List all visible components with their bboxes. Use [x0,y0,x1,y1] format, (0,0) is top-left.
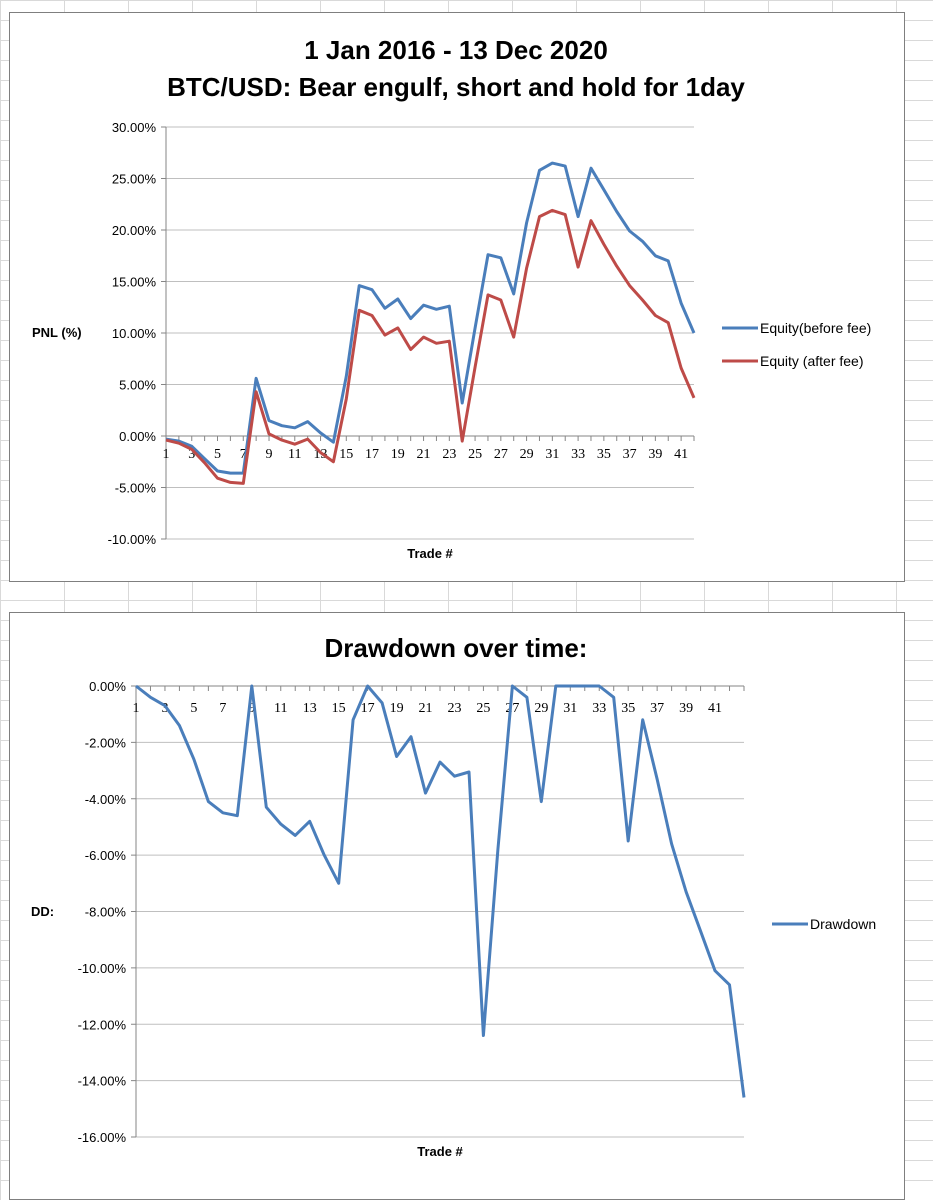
series-line-2 [165,208,696,485]
x-tick-label: 1 [163,447,170,462]
y-tick-label: -10.00% [108,532,157,547]
x-tick-label: 37 [623,447,637,462]
x-tick-label: 11 [274,701,287,716]
y-tick-label: -8.00% [85,905,127,920]
pnl-chart-svg: 1 Jan 2016 - 13 Dec 2020 BTC/USD: Bear en… [32,35,871,561]
x-tick-label: 29 [520,447,534,462]
x-tick-label: 29 [534,701,548,716]
x-tick-label: 19 [391,447,405,462]
x-tick-label: 41 [708,701,722,716]
y-tick-label: 20.00% [112,223,157,238]
chart-title-line-1: 1 Jan 2016 - 13 Dec 2020 [304,35,608,65]
y-tick-label: -2.00% [85,735,127,750]
y-tick-label: -6.00% [85,848,127,863]
y-axis-title: DD: [31,904,54,919]
x-tick-label: 33 [592,701,606,716]
legend-label-2: Equity (after fee) [760,353,864,369]
y-tick-label: -5.00% [115,481,157,496]
y-axis-title: PNL (%) [32,325,82,340]
x-tick-label: 35 [621,701,635,716]
y-tick-label: 15.00% [112,275,157,290]
x-tick-label: 17 [365,447,379,462]
x-tick-label: 31 [545,447,559,462]
y-tick-label: -16.00% [78,1130,127,1145]
x-tick-label: 3 [161,701,168,716]
x-tick-label: 15 [332,701,346,716]
x-tick-label: 35 [597,447,611,462]
y-tick-label: 5.00% [119,378,156,393]
x-tick-label: 25 [476,701,490,716]
x-tick-label: 27 [505,701,519,716]
pnl-chart: 1 Jan 2016 - 13 Dec 2020 BTC/USD: Bear en… [9,12,905,582]
x-tick-label: 9 [266,447,273,462]
y-tick-label: -4.00% [85,792,127,807]
x-tick-label: 11 [288,447,301,462]
x-tick-label: 9 [248,701,255,716]
x-tick-label: 41 [674,447,688,462]
x-tick-label: 19 [390,701,404,716]
x-tick-label: 17 [361,701,375,716]
legend-label-1: Equity(before fee) [760,320,871,336]
x-tick-label: 37 [650,701,664,716]
x-tick-label: 15 [339,447,353,462]
x-tick-label: 7 [219,701,226,716]
y-tick-label: 0.00% [119,429,156,444]
y-tick-label: -12.00% [78,1017,127,1032]
x-tick-label: 27 [494,447,508,462]
x-tick-label: 39 [648,447,662,462]
y-tick-label: 10.00% [112,326,157,341]
x-tick-label: 5 [214,447,221,462]
x-tick-label: 31 [563,701,577,716]
chart-title: Drawdown over time: [325,633,588,663]
y-tick-label: -10.00% [78,961,127,976]
x-tick-label: 13 [303,701,317,716]
x-tick-label: 23 [442,447,456,462]
drawdown-chart-svg: Drawdown over time: 0.00% -2.00% -4.00% -6.0… [31,633,876,1159]
chart-title-line-2: BTC/USD: Bear engulf, short and hold for… [167,72,745,102]
x-axis-title: Trade # [407,546,453,561]
y-tick-label: 25.00% [112,172,157,187]
x-axis-title: Trade # [417,1144,463,1159]
x-tick-label: 5 [190,701,197,716]
y-tick-label: -14.00% [78,1074,127,1089]
x-tick-label: 23 [447,701,461,716]
x-tick-label: 7 [240,447,247,462]
legend-label-1: Drawdown [810,916,876,932]
x-tick-label: 33 [571,447,585,462]
series-line-1 [165,161,696,475]
y-tick-label: 30.00% [112,120,157,135]
x-tick-label: 3 [188,447,195,462]
drawdown-chart: Drawdown over time: 0.00% -2.00% -4.00% -6.0… [9,612,905,1200]
x-tick-label: 39 [679,701,693,716]
x-tick-label: 1 [133,701,140,716]
y-tick-label: 0.00% [89,679,126,694]
series-line-1 [135,684,746,1098]
x-tick-label: 21 [419,701,433,716]
x-tick-label: 25 [468,447,482,462]
x-tick-label: 21 [417,447,431,462]
